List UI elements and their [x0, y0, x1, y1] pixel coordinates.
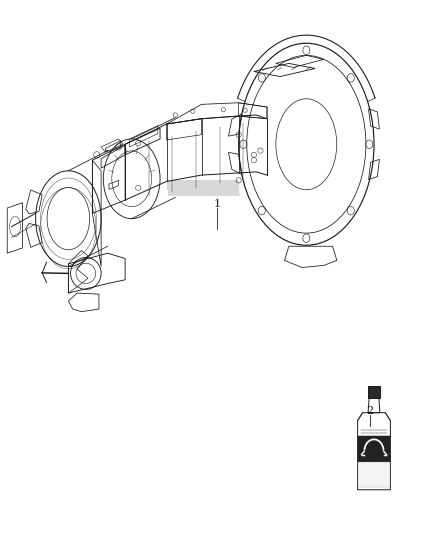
- Polygon shape: [358, 436, 390, 462]
- Polygon shape: [358, 462, 390, 487]
- Polygon shape: [368, 386, 380, 398]
- Text: 2: 2: [366, 406, 373, 416]
- Text: 1: 1: [213, 199, 220, 209]
